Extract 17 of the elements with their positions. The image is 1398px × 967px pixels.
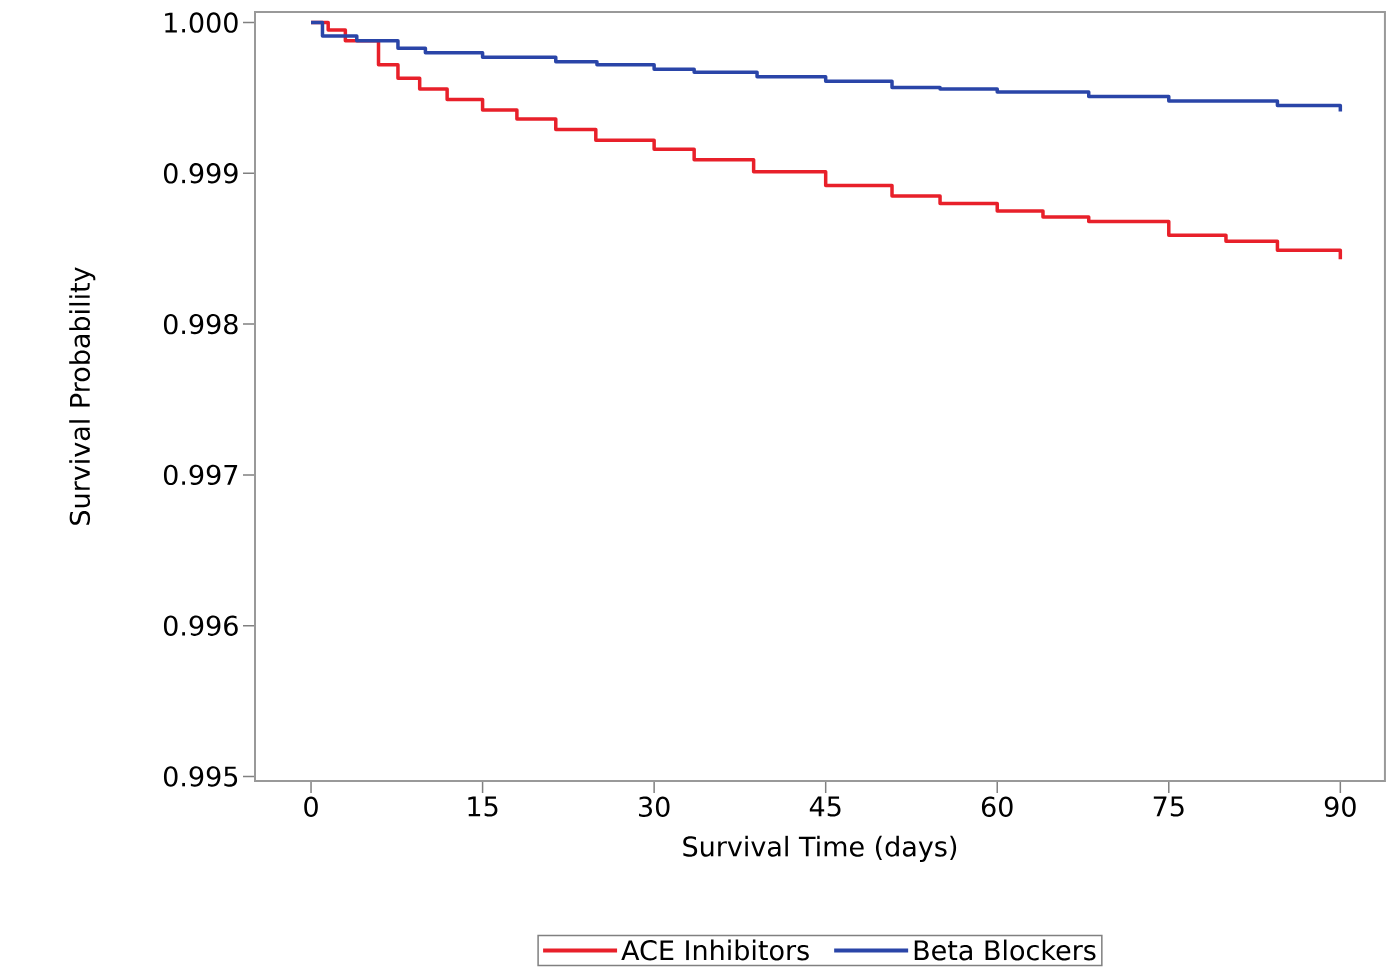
x-tick-label: 15 — [468, 796, 498, 817]
x-tick-label: 60 — [981, 796, 1013, 817]
y-tick-label: 1.000 — [165, 12, 238, 33]
y-tick-label: 0.998 — [163, 313, 238, 335]
x-tick-label: 90 — [1324, 796, 1356, 817]
y-tick-label: 0.996 — [163, 615, 238, 636]
y-tick-label: 0.999 — [163, 163, 238, 184]
x-tick-label: 0 — [304, 796, 318, 817]
y-axis-title: Survival Probability — [69, 267, 96, 525]
x-tick-label: 30 — [639, 796, 670, 817]
legend-label: Beta Blockers — [914, 939, 1096, 961]
x-axis-title: Survival Time (days) — [683, 835, 957, 862]
y-tick-label: 0.997 — [163, 464, 238, 486]
x-tick-label: 45 — [809, 796, 841, 817]
x-tick-label: 75 — [1153, 796, 1184, 817]
y-tick-label: 0.995 — [163, 766, 238, 787]
legend-label: ACE Inhibitors — [621, 939, 809, 961]
